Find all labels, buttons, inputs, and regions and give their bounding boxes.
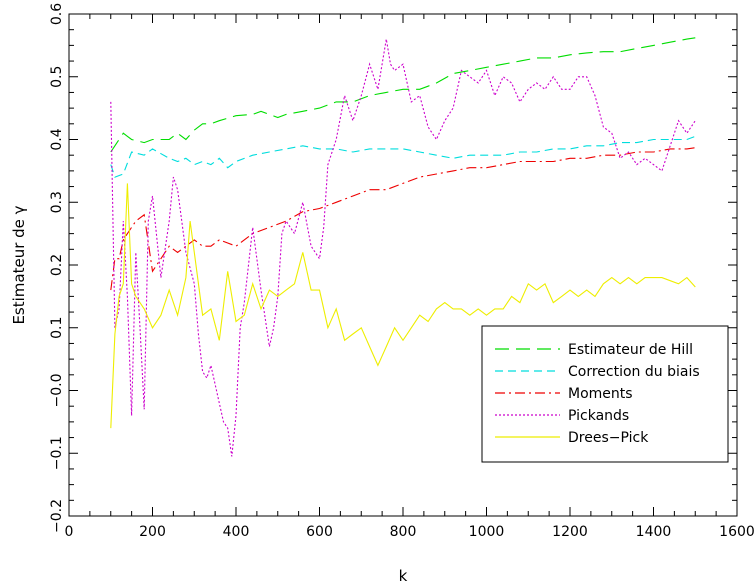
x-tick-label: 0 xyxy=(65,524,74,540)
ticks-layer: 0 200 400 600 800 1000 1200 1400 1600 −0.2 −0.1 −0.… xyxy=(49,3,755,540)
x-tick-label: 600 xyxy=(306,524,333,540)
y-tick-label: 0.5 xyxy=(49,66,65,88)
series-line-5 xyxy=(110,183,696,429)
legend-label-4: Pickands xyxy=(568,408,629,424)
x-axis-title: k xyxy=(399,567,408,585)
x-tick-label: 400 xyxy=(223,524,250,540)
x-tick-label: 1600 xyxy=(719,524,755,540)
y-tick-label: −0.1 xyxy=(49,436,65,470)
series-line-3 xyxy=(110,147,696,291)
y-tick-label: 0.1 xyxy=(49,317,65,339)
x-tick-label: 800 xyxy=(390,524,417,540)
legend-label-2: Correction du biais xyxy=(568,364,700,380)
y-tick-label: 0.3 xyxy=(49,191,65,213)
x-tick-label: 1200 xyxy=(552,524,588,540)
legend-label-3: Moments xyxy=(568,386,633,402)
series-line-4 xyxy=(110,39,696,457)
y-axis-title: Estimateur de γ xyxy=(10,205,28,324)
y-tick-label: −0.0 xyxy=(49,374,65,408)
series-layer xyxy=(110,37,696,457)
legend-label-1: Estimateur de Hill xyxy=(568,342,693,358)
y-tick-label: 0.6 xyxy=(49,3,65,25)
y-tick-label: 0.4 xyxy=(49,128,65,150)
series-line-1 xyxy=(110,37,696,153)
series-line-2 xyxy=(110,135,696,178)
legend: Estimateur de Hill Correction du biais Mom… xyxy=(481,325,729,463)
legend-label-5: Drees−Pick xyxy=(568,430,649,446)
x-tick-label: 200 xyxy=(139,524,166,540)
x-tick-label: 1000 xyxy=(469,524,505,540)
x-tick-label: 1400 xyxy=(636,524,672,540)
y-tick-label: 0.2 xyxy=(49,254,65,276)
y-tick-label: −0.2 xyxy=(49,499,65,533)
